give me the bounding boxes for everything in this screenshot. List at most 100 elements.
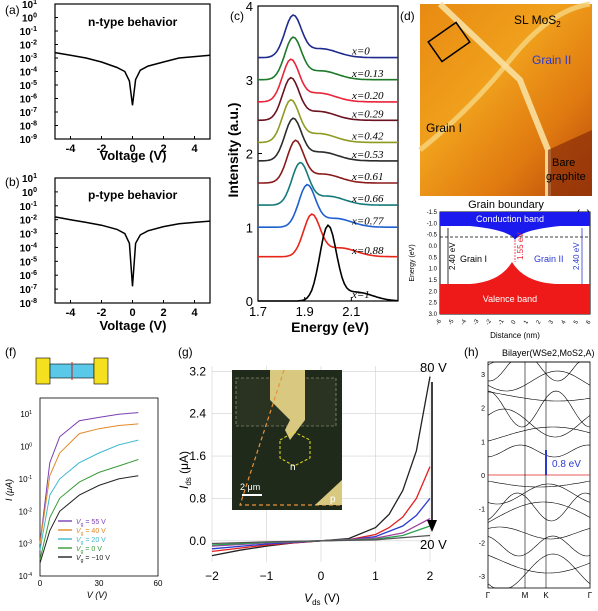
f-xtick-label: 60 xyxy=(154,579,163,588)
e-ytick-label: 3.0 xyxy=(429,312,438,318)
f-ytick-exp: -4 xyxy=(28,572,33,578)
panel-g-xlabel: Vds (V) xyxy=(304,591,340,607)
panel-a: (a) n-type behavior 10110010-110-210-310… xyxy=(5,0,211,163)
panel-f-legend: Vg = 55 VVg = 40 VVg = 20 VVg = 0 VVg = … xyxy=(58,519,110,564)
c-curve xyxy=(258,36,398,81)
panel-c: (c) 0 1 2 3 4 1.7 1.9 2.1 Intensity (a.u.) Ene… xyxy=(225,0,399,335)
h-ytick-label: 3 xyxy=(481,372,485,379)
e-xtick-label: 6 xyxy=(586,319,593,325)
e-ytick-label: 0.0 xyxy=(429,244,438,250)
f-ytick-label: 10-4 xyxy=(19,572,33,581)
a-ytick-label: 100 xyxy=(22,13,37,25)
h-band xyxy=(487,390,591,428)
panel-a-xticks: -4 -2 0 2 4 xyxy=(66,136,198,155)
e-ytick-label: -1.5 xyxy=(427,210,438,216)
a-ytick-exp: 0 xyxy=(33,13,37,20)
panel-c-xticks: 1.7 1.9 2.1 xyxy=(249,297,360,319)
h-kpt-label: K xyxy=(543,591,549,600)
h-ytick-label: -2 xyxy=(479,540,485,547)
h-ytick-label: 2 xyxy=(481,406,485,413)
panel-h-gap: 0.8 eV xyxy=(552,459,581,470)
b-ytick-exp: -2 xyxy=(31,215,37,222)
b-xtick-label: 4 xyxy=(191,307,198,319)
h-ytick-label: -3 xyxy=(479,574,485,581)
a-ytick-exp: -9 xyxy=(31,134,37,141)
panel-g-xticks: −2 −1 0 1 2 xyxy=(205,569,434,583)
c-curve xyxy=(258,139,398,184)
panel-c-ylabel: Intensity (a.u.) xyxy=(225,103,241,198)
panel-e-title: Grain boundary xyxy=(468,199,544,211)
c-ytick-label: 4 xyxy=(246,0,253,14)
h-ytick-label: -1 xyxy=(479,507,485,514)
panel-g-curves xyxy=(211,376,431,557)
f-ytick-label: 101 xyxy=(20,410,32,419)
panel-f-xticks: 0 30 60 xyxy=(38,579,163,588)
g-ytick-label: 3.2 xyxy=(189,364,206,378)
a-xtick-label: 0 xyxy=(129,143,135,155)
f-ytick-label: 10-3 xyxy=(19,540,33,549)
c-ytick-label: 3 xyxy=(246,73,253,88)
b-ytick-label: 10-7 xyxy=(20,284,37,296)
f-curve xyxy=(39,439,139,551)
h-kpt-label: M xyxy=(522,591,529,600)
b-ytick-exp: -8 xyxy=(31,298,37,305)
g-xtick-label: 2 xyxy=(427,569,434,583)
gate-arrow-head xyxy=(427,520,437,532)
a-ytick-label: 10-1 xyxy=(20,26,37,38)
b-ytick-exp: -1 xyxy=(31,201,37,208)
b-ytick-exp: -4 xyxy=(31,242,37,249)
micrograph-triangle xyxy=(239,369,342,506)
c-curve xyxy=(257,117,398,162)
c-ytick-label: 2 xyxy=(246,147,253,162)
h-kpt-label: Γ xyxy=(486,591,491,600)
micrograph-hexagon xyxy=(279,431,311,467)
b-ytick-label: 100 xyxy=(22,187,37,199)
panel-f-ylabel: I (μA) xyxy=(4,479,14,501)
h-kpt-label: Γ xyxy=(588,591,593,600)
panel-e: Grain boundary (e) Conduction band Valen… xyxy=(409,199,593,340)
a-xtick-label: -2 xyxy=(97,143,107,155)
panel-e-grain1: Grain I xyxy=(460,254,487,264)
b-xtick-label: 0 xyxy=(129,307,135,319)
h-band xyxy=(487,554,591,574)
h-band xyxy=(487,444,591,458)
panel-d: (d) SL MoS2 Grain II Grain I Bare graphi… xyxy=(400,1,592,196)
a-ytick-label: 10-5 xyxy=(20,80,37,92)
a-ytick-exp: -6 xyxy=(31,94,37,101)
panel-b-xlabel: Voltage (V) xyxy=(100,318,167,333)
e-ytick-label: 2.5 xyxy=(429,301,438,307)
panel-e-gap-right: 2.40 eV xyxy=(572,242,581,270)
b-ytick-label: 10-2 xyxy=(20,215,37,227)
h-band xyxy=(487,370,591,392)
panel-c-series-labels: x=0 x=0.13 x=0.20 x=0.29 x=0.42 x=0.53 x=0.61 x… xyxy=(351,46,384,301)
b-xtick-label: -2 xyxy=(97,307,107,319)
c-series-label: x=0.42 xyxy=(351,130,384,142)
panel-b-xticks: -4 -2 0 2 4 xyxy=(66,300,198,319)
c-curve xyxy=(257,76,398,122)
g-ytick-label: 0.8 xyxy=(189,491,206,505)
e-ytick-label: -0.5 xyxy=(427,233,438,239)
panel-a-iv-curve xyxy=(54,51,211,106)
a-ytick-label: 10-7 xyxy=(20,107,37,119)
b-ytick-label: 10-4 xyxy=(20,242,37,254)
f-curve xyxy=(39,475,139,564)
panel-d-top-label: SL MoS2 xyxy=(514,13,561,29)
panel-h-title: Bilayer(WSe2,MoS2,A) xyxy=(502,348,595,358)
panel-e-yticks: -1.5 -1.0 -0.5 0.0 0.5 1.0 1.5 2.0 2.5 3.0 xyxy=(427,210,438,318)
e-xtick-label: 3 xyxy=(548,319,555,325)
f-ytick-label: 10-2 xyxy=(19,507,33,516)
f-ytick-exp: 0 xyxy=(29,443,32,449)
h-band xyxy=(487,535,591,557)
panel-g-yticks: 0.0 0.8 1.6 2.4 3.2 xyxy=(189,364,206,548)
b-ytick-label: 10-5 xyxy=(20,256,37,268)
h-band xyxy=(487,492,591,522)
a-ytick-label: 10-9 xyxy=(20,134,37,146)
b-ytick-exp: -6 xyxy=(31,270,37,277)
b-ytick-label: 10-6 xyxy=(20,270,37,282)
c-series-label: x=0.61 xyxy=(351,171,384,183)
scale-bar-label: 2 μm xyxy=(240,482,260,492)
panel-e-gap-left: 2.40 eV xyxy=(448,242,457,270)
panel-f-label: (f) xyxy=(5,345,16,359)
h-band xyxy=(487,501,591,523)
